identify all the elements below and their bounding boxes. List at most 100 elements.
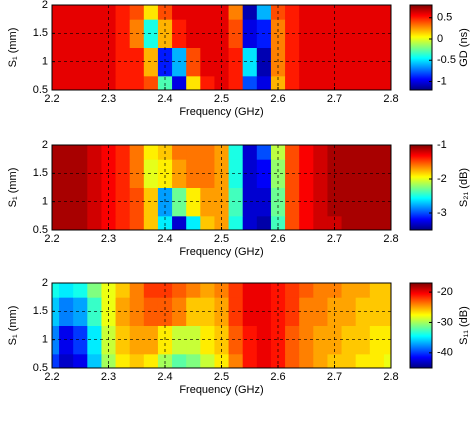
heatmap-cell [242, 75, 258, 90]
heatmap-cell [200, 145, 215, 160]
heatmap-cell [59, 353, 74, 368]
heatmap-cell [52, 19, 60, 48]
heatmap-cell [186, 145, 201, 160]
heatmap-cell [341, 215, 357, 230]
heatmap-cell [129, 353, 145, 368]
heatmap-cell [186, 187, 201, 217]
heatmap-cell [186, 75, 201, 90]
heatmap-cell [73, 297, 88, 326]
heatmap-cell [270, 5, 286, 20]
y-tick-label: 2 [42, 0, 48, 11]
heatmap-cell [157, 215, 173, 230]
heatmap-cell [228, 19, 244, 48]
heatmap-cell [369, 215, 385, 230]
heatmap-cell [242, 283, 258, 298]
y-tick-label: 0.5 [33, 224, 48, 236]
heatmap-cell [256, 215, 272, 230]
heatmap-cell [383, 19, 391, 48]
x-tick-label: 2.3 [101, 233, 116, 245]
heatmap-cell [242, 215, 258, 230]
heatmap-cell [115, 145, 131, 160]
heatmap-cell [313, 47, 328, 77]
heatmap-cell [52, 187, 60, 217]
heatmap-cell [200, 325, 215, 355]
heatmap-cell [73, 47, 88, 77]
heatmap-cell [59, 75, 74, 90]
heatmap-cell [228, 297, 244, 326]
heatmap-cell [129, 75, 145, 90]
x-tick-label: 2.4 [157, 371, 172, 383]
heatmap-cell [115, 5, 131, 20]
heatmap-cell [369, 353, 385, 368]
heatmap-cell [270, 75, 286, 90]
heatmap-cell [228, 5, 244, 20]
y-tick-label: 0.5 [33, 362, 48, 374]
heatmap-cell [172, 353, 187, 368]
heatmap-cell [270, 215, 286, 230]
x-tick-label: 2.3 [101, 371, 116, 383]
heatmap-cell [299, 215, 314, 230]
x-tick-label: 2.3 [101, 93, 116, 105]
heatmap-cell [157, 159, 173, 188]
heatmap-cell [355, 145, 371, 160]
heatmap-cell [355, 159, 371, 188]
heatmap-cell [242, 145, 258, 160]
heatmap-cell [200, 215, 215, 230]
plot: 2.2 2.3 2.4 2.5 2.6 2.7 2.8 0.5 1 1.5 2 Frequency (… [7, 139, 470, 258]
heatmap-cell [313, 353, 328, 368]
colorbar-tick-label: -3 [437, 207, 447, 219]
heatmap-cell [52, 215, 60, 230]
heatmap-cell [383, 297, 391, 326]
heatmap-cell [59, 5, 74, 20]
y-tick-label: 1 [42, 196, 48, 208]
x-axis-label: Frequency (GHz) [179, 384, 263, 396]
heatmap-cell [341, 145, 357, 160]
heatmap-cell [157, 75, 173, 90]
x-tick-label: 2.8 [383, 233, 398, 245]
heatmap-cell [73, 75, 88, 90]
heatmap-cell [383, 47, 391, 77]
heatmap-cell [383, 145, 391, 160]
colorbar-tick-label: -0.5 [437, 54, 456, 66]
y-tick-label: 2 [42, 277, 48, 289]
heatmap-cell [285, 283, 300, 298]
x-tick-label: 2.7 [327, 371, 342, 383]
heatmap-cell [313, 145, 328, 160]
colorbar-tick-label: 0 [437, 33, 443, 45]
heatmap-cell [186, 159, 201, 188]
plot-frame [51, 144, 392, 231]
heatmap-cell [228, 47, 244, 77]
heatmap-cell [242, 353, 258, 368]
heatmap-cell [172, 75, 187, 90]
heatmap-cell [52, 159, 60, 188]
heatmap-cell [341, 283, 357, 298]
heatmap-cell [355, 297, 371, 326]
heatmap-cell [383, 215, 391, 230]
colorbar-tick-label: -20 [437, 286, 453, 298]
heatmap-cell [52, 5, 60, 20]
heatmap-cell [87, 283, 102, 298]
y-tick-label: 1.5 [33, 305, 48, 317]
heatmap-cell [383, 5, 391, 20]
heatmap-cell [313, 187, 328, 217]
heatmap-cell [59, 215, 74, 230]
heatmap-cell [355, 5, 371, 20]
heatmap-cell [143, 145, 159, 160]
x-tick-label: 2.6 [270, 371, 285, 383]
x-axis-label: Frequency (GHz) [179, 246, 263, 258]
heatmap-cell [200, 75, 215, 90]
heatmap-cell [52, 283, 60, 298]
y-tick-label: 2 [42, 139, 48, 151]
heatmap-cell [285, 5, 300, 20]
heatmap-cell [101, 215, 117, 230]
heatmap-cell [52, 353, 60, 368]
heatmap-cell [73, 5, 88, 20]
x-tick-label: 2.4 [157, 93, 172, 105]
heatmap-cell [157, 297, 173, 326]
heatmap-cell [383, 325, 391, 355]
heatmap-cell [200, 19, 215, 48]
heatmap-cell [73, 353, 88, 368]
heatmap-cell [186, 19, 201, 48]
heatmap-cell [143, 297, 159, 326]
heatmap-cell [369, 75, 385, 90]
